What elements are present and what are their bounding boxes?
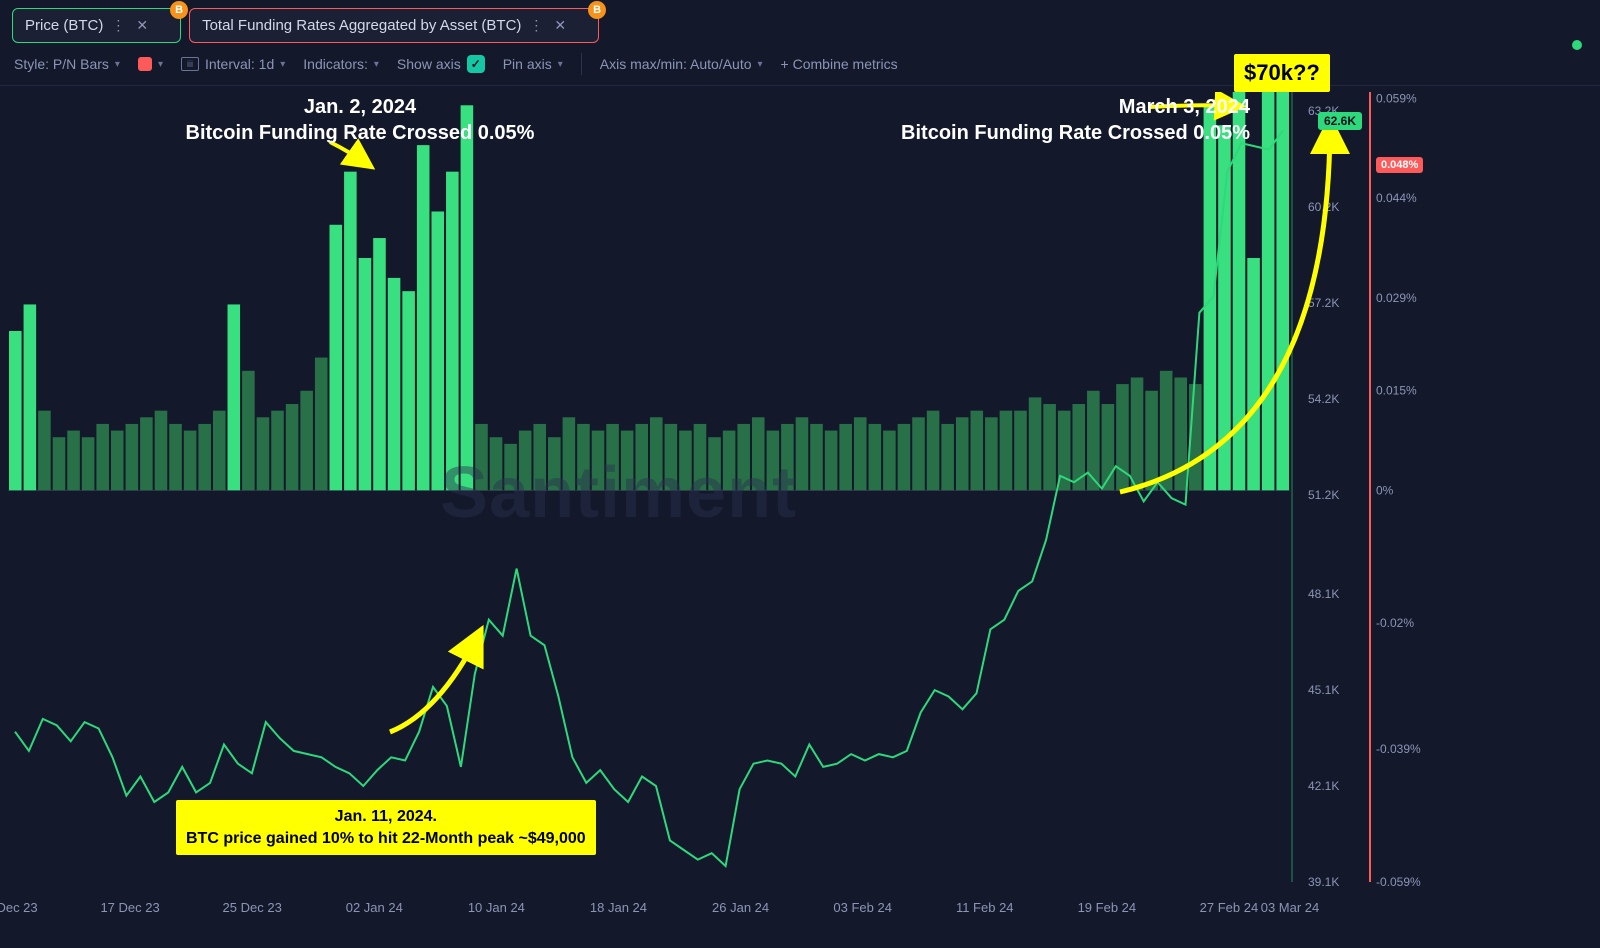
toolbar-label: Interval: 1d	[205, 56, 274, 72]
svg-text:48.1K: 48.1K	[1308, 587, 1339, 601]
btc-badge-icon: B	[170, 1, 188, 19]
rate-badge: 0.048%	[1376, 157, 1423, 173]
svg-text:09 Dec 23: 09 Dec 23	[0, 900, 38, 915]
toolbar-label: Axis max/min: Auto/Auto	[600, 56, 752, 72]
color-swatch-icon	[138, 57, 152, 71]
svg-text:-0.039%: -0.039%	[1376, 742, 1421, 756]
chart-toolbar: Style: P/N Bars ▾ ▾ iii Interval: 1d ▾ I…	[0, 43, 1600, 86]
toolbar-label: Style: P/N Bars	[14, 56, 109, 72]
svg-text:03 Mar 24: 03 Mar 24	[1261, 900, 1320, 915]
chart-area: Santiment 63.2K60.2K57.2K54.2K51.2K48.1K…	[0, 92, 1600, 948]
tab-price-btc[interactable]: Price (BTC) ⋮ ✕ B	[12, 8, 181, 43]
indicators-selector[interactable]: Indicators: ▾	[303, 56, 379, 72]
axis-minmax-selector[interactable]: Axis max/min: Auto/Auto ▾	[600, 56, 763, 72]
chevron-down-icon: ▾	[115, 59, 120, 70]
style-selector[interactable]: Style: P/N Bars ▾	[14, 56, 120, 72]
close-icon[interactable]: ✕	[136, 17, 148, 34]
tab-label: Price (BTC)	[25, 17, 103, 34]
svg-text:0%: 0%	[1376, 483, 1394, 497]
chevron-down-icon: ▾	[374, 59, 379, 70]
svg-text:-0.059%: -0.059%	[1376, 875, 1421, 889]
svg-text:02 Jan 24: 02 Jan 24	[346, 900, 403, 915]
tab-menu-icon[interactable]: ⋮	[111, 17, 126, 34]
combine-metrics-button[interactable]: + Combine metrics	[781, 56, 898, 72]
badge-text: 62.6K	[1324, 114, 1356, 128]
toolbar-divider	[581, 53, 582, 75]
svg-text:18 Jan 24: 18 Jan 24	[590, 900, 647, 915]
toolbar-label: Show axis	[397, 56, 461, 72]
svg-text:03 Feb 24: 03 Feb 24	[833, 900, 892, 915]
tabs-row: Price (BTC) ⋮ ✕ B Total Funding Rates Ag…	[0, 0, 1600, 43]
svg-text:0.059%: 0.059%	[1376, 92, 1417, 106]
price-badge: 62.6K	[1318, 112, 1362, 130]
svg-text:0.029%: 0.029%	[1376, 291, 1417, 305]
toolbar-label: Indicators:	[303, 56, 368, 72]
chevron-down-icon: ▾	[758, 59, 763, 70]
svg-text:17 Dec 23: 17 Dec 23	[100, 900, 159, 915]
checkbox-checked-icon: ✓	[467, 55, 485, 73]
pin-axis-toggle[interactable]: Pin axis ▾	[503, 56, 563, 72]
svg-text:26 Jan 24: 26 Jan 24	[712, 900, 769, 915]
interval-icon: iii	[181, 57, 199, 71]
annotation-line: Jan. 11, 2024.	[186, 806, 586, 828]
toolbar-label: + Combine metrics	[781, 56, 898, 72]
svg-text:57.2K: 57.2K	[1308, 296, 1339, 310]
svg-text:10 Jan 24: 10 Jan 24	[468, 900, 525, 915]
svg-text:0.044%: 0.044%	[1376, 191, 1417, 205]
tab-label: Total Funding Rates Aggregated by Asset …	[202, 17, 521, 34]
svg-text:45.1K: 45.1K	[1308, 683, 1339, 697]
svg-text:19 Feb 24: 19 Feb 24	[1078, 900, 1137, 915]
chevron-down-icon: ▾	[558, 59, 563, 70]
badge-text: 0.048%	[1381, 159, 1418, 171]
annotation-line: BTC price gained 10% to hit 22-Month pea…	[186, 828, 586, 850]
show-axis-toggle[interactable]: Show axis ✓	[397, 55, 485, 73]
chevron-down-icon: ▾	[280, 59, 285, 70]
tab-funding-rates[interactable]: Total Funding Rates Aggregated by Asset …	[189, 8, 599, 43]
svg-text:0.015%: 0.015%	[1376, 384, 1417, 398]
btc-badge-icon: B	[588, 1, 606, 19]
status-indicator-icon	[1572, 40, 1582, 50]
toolbar-label: Pin axis	[503, 56, 552, 72]
svg-text:25 Dec 23: 25 Dec 23	[223, 900, 282, 915]
svg-text:42.1K: 42.1K	[1308, 779, 1339, 793]
svg-text:27 Feb 24: 27 Feb 24	[1200, 900, 1259, 915]
chevron-down-icon: ▾	[158, 59, 163, 70]
svg-text:39.1K: 39.1K	[1308, 875, 1339, 889]
annotation-70k: $70k??	[1234, 54, 1330, 92]
close-icon[interactable]: ✕	[554, 17, 566, 34]
svg-text:11 Feb 24: 11 Feb 24	[956, 900, 1014, 915]
series-color-swatch[interactable]: ▾	[138, 57, 163, 71]
svg-text:-0.02%: -0.02%	[1376, 616, 1414, 630]
annotation-text: $70k??	[1244, 60, 1320, 85]
interval-selector[interactable]: iii Interval: 1d ▾	[181, 56, 285, 72]
svg-text:54.2K: 54.2K	[1308, 392, 1339, 406]
tab-menu-icon[interactable]: ⋮	[529, 17, 544, 34]
svg-text:51.2K: 51.2K	[1308, 488, 1339, 502]
annotation-jan11: Jan. 11, 2024. BTC price gained 10% to h…	[176, 800, 596, 855]
